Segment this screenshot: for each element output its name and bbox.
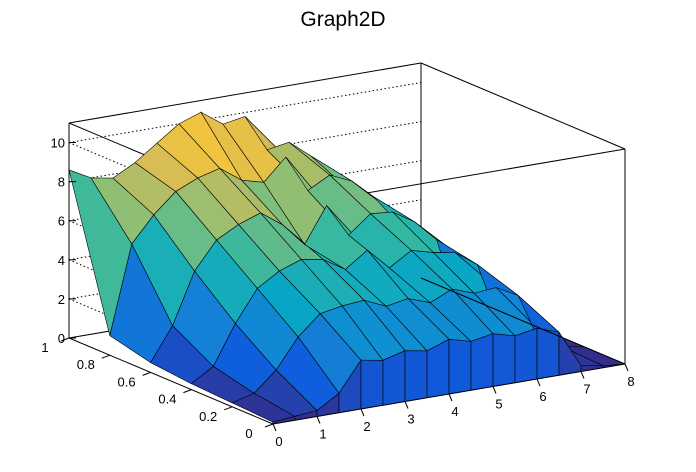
box-edge xyxy=(420,62,626,150)
x-tick-mark xyxy=(404,401,409,409)
z-tick-label: 0 xyxy=(58,331,65,346)
x-tick-mark xyxy=(360,408,365,417)
x-tick-mark xyxy=(272,423,277,432)
x-tick-label: 7 xyxy=(583,382,590,397)
y-tick-label: 0 xyxy=(245,426,252,441)
surface-wall xyxy=(470,333,494,391)
box-edge xyxy=(68,337,274,425)
z-tick-label: 6 xyxy=(58,214,65,229)
x-tick-mark xyxy=(580,371,585,379)
z-tick-label: 8 xyxy=(58,175,65,190)
surface-wall xyxy=(360,359,384,410)
surface-wall xyxy=(404,350,428,402)
x-tick-label: 6 xyxy=(539,389,546,404)
x-tick-label: 1 xyxy=(319,427,326,442)
box-edge xyxy=(68,62,422,124)
x-tick-label: 8 xyxy=(627,374,634,389)
box-edge xyxy=(420,277,626,365)
x-tick-mark xyxy=(624,363,629,372)
y-tick-mark xyxy=(264,423,274,428)
x-tick-label: 2 xyxy=(363,419,370,434)
y-tick-mark xyxy=(142,371,151,376)
y-tick-label: 0.6 xyxy=(118,374,136,389)
y-tick-mark xyxy=(183,389,192,394)
y-tick-label: 0.2 xyxy=(199,409,217,424)
x-tick-mark xyxy=(316,416,321,424)
surface-wall xyxy=(536,327,560,380)
z-tick-label: 2 xyxy=(58,292,65,307)
surface-wall xyxy=(448,338,472,395)
surface-wall xyxy=(514,327,538,384)
y-tick-label: 1 xyxy=(41,340,48,355)
x-tick-mark xyxy=(492,386,497,394)
y-tick-mark xyxy=(101,354,110,359)
surface-mesh xyxy=(68,111,626,425)
x-tick-label: 5 xyxy=(495,397,502,412)
x-tick-mark xyxy=(536,378,541,387)
x-tick-label: 3 xyxy=(407,412,414,427)
surface-wall xyxy=(492,333,516,387)
y-tick-label: 0.4 xyxy=(158,392,176,407)
z-tick-label: 4 xyxy=(58,253,65,268)
x-tick-label: 0 xyxy=(275,434,282,449)
y-tick-mark xyxy=(224,406,233,411)
chart-title: Graph2D xyxy=(300,8,385,31)
z-tick-label: 10 xyxy=(51,136,65,151)
x-tick-label: 4 xyxy=(451,404,458,419)
surface-wall xyxy=(382,350,406,406)
y-tick-label: 0.8 xyxy=(77,357,95,372)
x-tick-mark xyxy=(448,393,453,402)
y-tick-mark xyxy=(60,337,70,342)
